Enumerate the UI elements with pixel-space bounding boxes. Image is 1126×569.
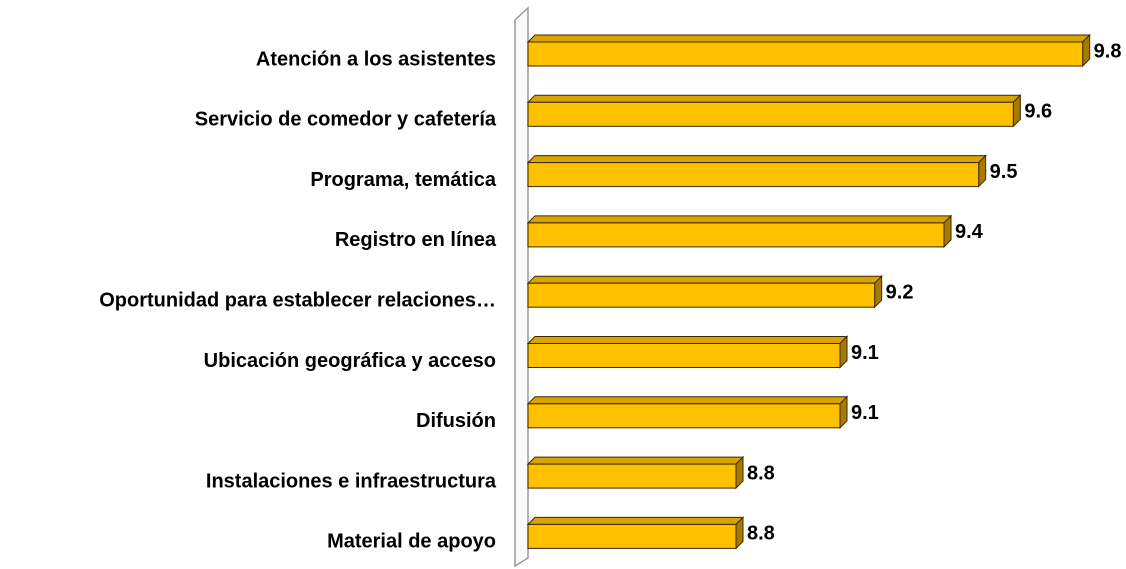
category-label: Registro en línea bbox=[335, 229, 497, 251]
bar-top bbox=[526, 215, 953, 224]
bar-top bbox=[526, 34, 1091, 43]
bar-top bbox=[526, 516, 745, 525]
bar bbox=[527, 222, 945, 248]
bar bbox=[527, 101, 1014, 127]
bar-top bbox=[526, 456, 745, 465]
value-label: 9.2 bbox=[886, 281, 914, 303]
value-label: 9.1 bbox=[851, 402, 879, 424]
bar bbox=[527, 282, 876, 308]
bar bbox=[527, 463, 737, 489]
value-label: 9.1 bbox=[851, 342, 879, 364]
bar bbox=[527, 41, 1084, 67]
category-label: Ubicación geográfica y acceso bbox=[204, 350, 496, 372]
value-label: 9.4 bbox=[955, 221, 984, 243]
value-label: 8.8 bbox=[747, 523, 775, 545]
category-label: Servicio de comedor y cafetería bbox=[195, 109, 497, 131]
bar-top bbox=[526, 396, 849, 405]
category-label: Material de apoyo bbox=[327, 531, 496, 553]
category-label: Atención a los asistentes bbox=[256, 48, 496, 70]
value-label: 9.6 bbox=[1024, 101, 1052, 123]
bar-top bbox=[526, 275, 883, 284]
value-label: 9.8 bbox=[1094, 40, 1122, 62]
bar-top bbox=[526, 155, 987, 164]
bar-top bbox=[526, 336, 849, 344]
bar bbox=[527, 523, 737, 549]
bar bbox=[527, 403, 841, 429]
value-label: 9.5 bbox=[990, 161, 1018, 183]
category-label: Difusión bbox=[416, 410, 496, 432]
bar bbox=[527, 343, 841, 368]
back-wall bbox=[514, 6, 529, 568]
bar-top bbox=[526, 94, 1022, 103]
value-label: 8.8 bbox=[747, 462, 775, 484]
category-label: Instalaciones e infraestructura bbox=[206, 470, 497, 492]
category-label: Programa, temática bbox=[310, 169, 497, 191]
bar bbox=[527, 162, 980, 188]
category-label: Oportunidad para establecer relaciones… bbox=[99, 289, 496, 311]
